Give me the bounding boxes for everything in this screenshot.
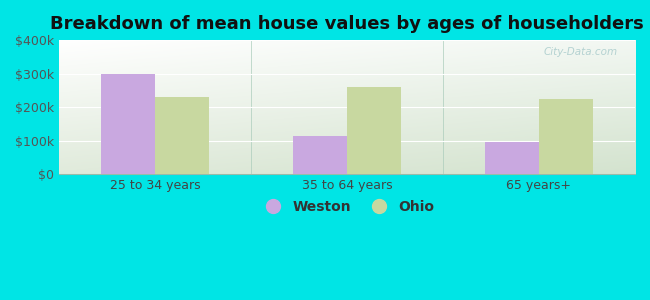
Bar	[155, 97, 209, 174]
Bar	[486, 142, 539, 174]
Bar	[101, 74, 155, 174]
Bar	[539, 99, 593, 174]
Bar	[293, 136, 347, 174]
Legend: Weston, Ohio: Weston, Ohio	[255, 196, 439, 218]
Text: City-Data.com: City-Data.com	[543, 47, 618, 57]
Title: Breakdown of mean house values by ages of householders: Breakdown of mean house values by ages o…	[50, 15, 644, 33]
Bar	[347, 87, 401, 174]
